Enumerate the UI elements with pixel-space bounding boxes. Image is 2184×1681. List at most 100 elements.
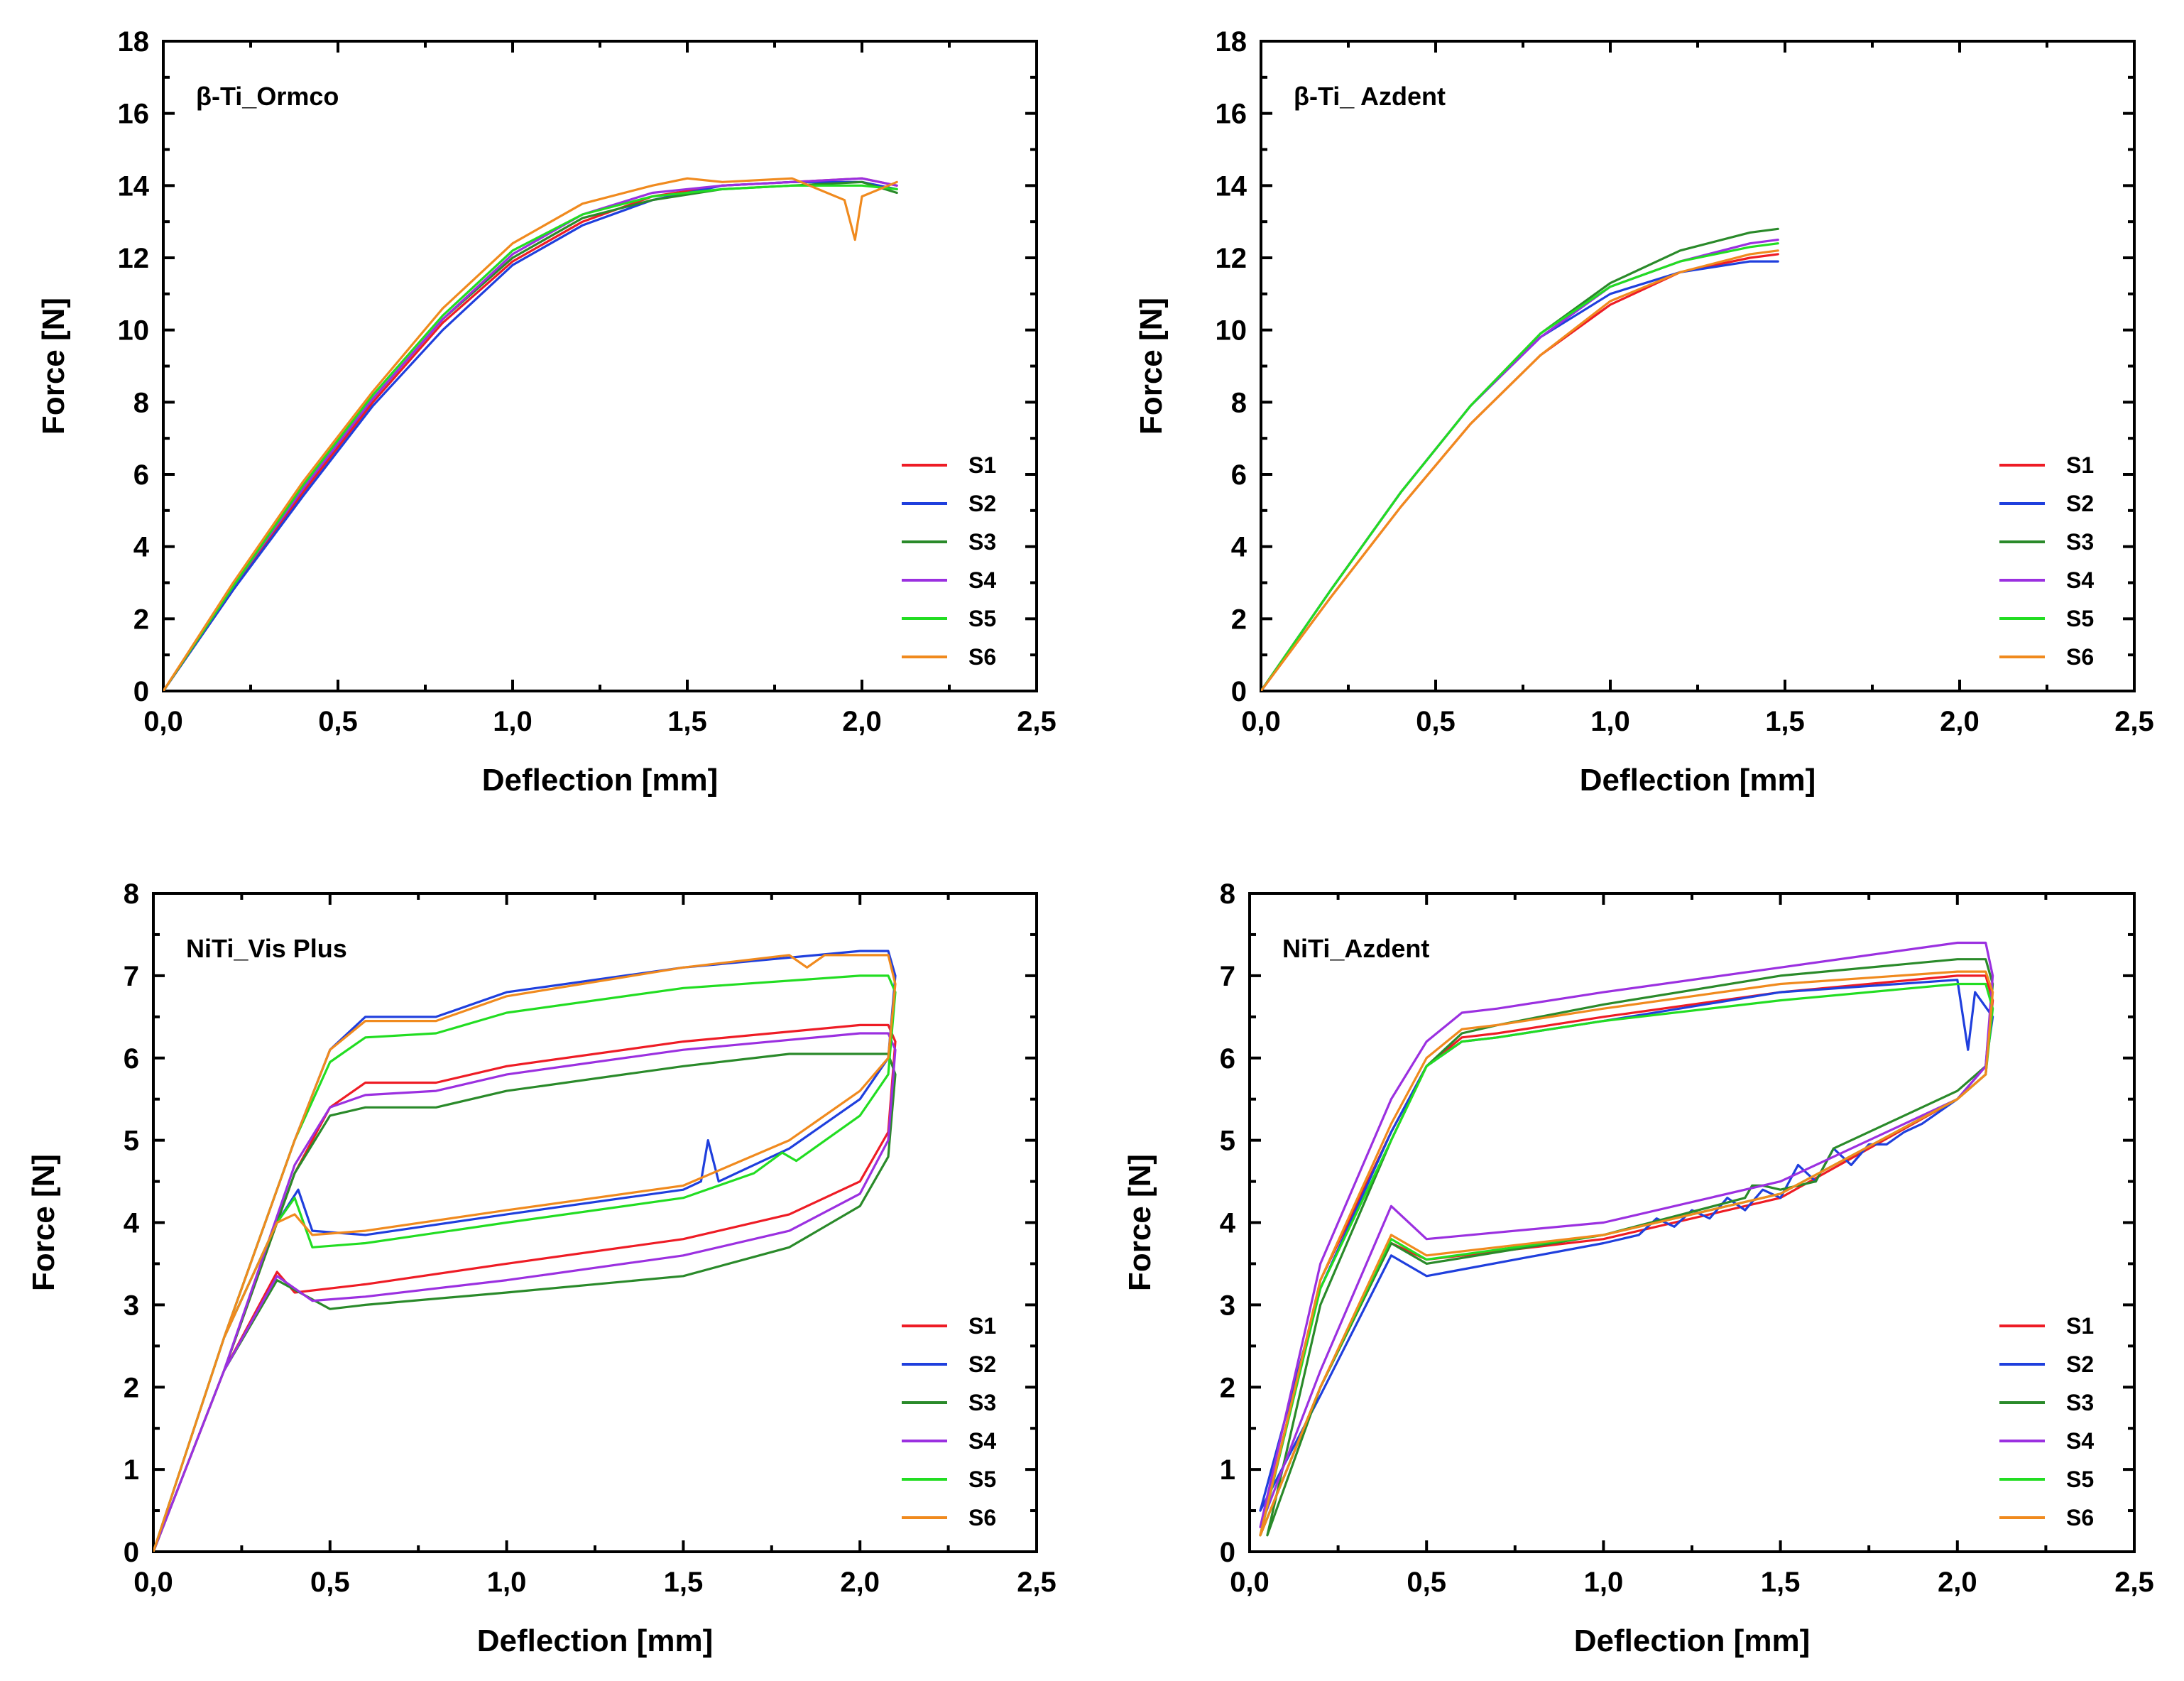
series-line-s4: [163, 177, 898, 691]
y-tick-label: 2: [1231, 604, 1247, 635]
y-tick-label: 16: [118, 99, 150, 130]
series-line-s1: [1261, 253, 1779, 691]
y-tick-label: 12: [118, 243, 150, 274]
legend-label-s4: S4: [968, 1428, 996, 1454]
chart-panel-4: 0,0 0,5 1,0 1,5 2,0 2,5 0 1 2 3 4 5 6 7 8 Deflection [m…: [1123, 878, 2154, 1658]
legend-label-s2: S2: [2066, 491, 2094, 516]
chart-panel-2: 0,0 0,5 1,0 1,5 2,0 2,5 0 2 4 6 8 10 12 14 16 18 Deflect…: [1134, 26, 2154, 798]
y-axis-title: Force [N]: [26, 1154, 61, 1291]
series-line-s5: [1261, 242, 1779, 691]
legend-label-s4: S4: [2066, 567, 2094, 593]
legend-label-s5: S5: [968, 1467, 996, 1492]
series-line-s2: [1261, 260, 1779, 691]
y-tick-label: 0: [1231, 676, 1247, 707]
x-tick-label: 1,5: [1761, 1567, 1801, 1598]
x-tick-label: 0,0: [133, 1567, 173, 1598]
x-tick-label: 2,0: [842, 706, 882, 737]
y-axis-title: Force [N]: [1134, 298, 1169, 435]
legend-label-s1: S1: [2066, 452, 2094, 478]
legend-label-s5: S5: [968, 606, 996, 631]
legend-label-s6: S6: [968, 644, 996, 670]
panel-title: NiTi_Vis Plus: [186, 934, 347, 963]
series-line-s1: [153, 1023, 897, 1552]
x-tick-label: 1,5: [664, 1567, 704, 1598]
x-tick-label: 2,5: [2114, 1567, 2154, 1598]
chart-panel-3: 0,0 0,5 1,0 1,5 2,0 2,5 0 1 2 3 4 5 6 7 8 Deflection [m…: [26, 878, 1056, 1658]
y-tick-label: 1: [1220, 1454, 1235, 1486]
y-tick-label: 1: [124, 1454, 139, 1486]
y-tick-label: 16: [1216, 99, 1247, 130]
x-tick-label: 2,5: [1017, 706, 1056, 737]
x-tick-label: 1,5: [1765, 706, 1805, 737]
y-tick-label: 4: [1220, 1208, 1236, 1239]
series-line-s3: [153, 1052, 897, 1552]
x-tick-label: 1,0: [493, 706, 533, 737]
series-line-s2: [153, 950, 897, 1552]
legend-label-s1: S1: [2066, 1313, 2094, 1339]
series-line-s5: [153, 974, 897, 1552]
x-tick-label: 0,0: [1230, 1567, 1270, 1598]
x-tick-label: 1,0: [487, 1567, 527, 1598]
y-tick-label: 8: [133, 387, 149, 418]
y-axis-title: Force [N]: [36, 298, 71, 435]
y-tick-label: 10: [1216, 315, 1247, 347]
y-tick-label: 6: [1220, 1043, 1235, 1075]
legend-label-s2: S2: [2066, 1351, 2094, 1377]
legend-label-s1: S1: [968, 1313, 996, 1339]
series-group: [1259, 941, 1994, 1537]
legend-label-s3: S3: [968, 1390, 996, 1415]
legend-label-s1: S1: [968, 452, 996, 478]
y-tick-label: 8: [1220, 878, 1235, 910]
x-tick-label: 2,5: [1017, 1567, 1056, 1598]
y-tick-label: 5: [124, 1126, 139, 1157]
series-group: [153, 950, 897, 1552]
series-line-s3: [1266, 958, 1994, 1537]
series-line-s2: [163, 180, 898, 691]
panel-title: NiTi_Azdent: [1282, 934, 1429, 963]
series-line-s5: [163, 184, 898, 691]
plot-frame: [152, 892, 1038, 1553]
series-line-s6: [163, 177, 898, 691]
x-tick-label: 2,0: [1938, 1567, 1977, 1598]
series-line-s3: [163, 180, 898, 691]
y-tick-label: 0: [124, 1537, 139, 1568]
x-tick-label: 1,0: [1584, 1567, 1624, 1598]
x-tick-label: 0,5: [1407, 1567, 1446, 1598]
legend-label-s6: S6: [2066, 1505, 2094, 1530]
series-line-s6: [1261, 249, 1779, 691]
panel-title: β-Ti_ Azdent: [1294, 82, 1446, 111]
chart-panel-1: 0,0 0,5 1,0 1,5 2,0 2,5 0 2 4 6 8 10 12 14 16 18 Deflect…: [36, 26, 1056, 798]
y-tick-label: 8: [1231, 387, 1247, 418]
y-tick-label: 2: [124, 1372, 139, 1403]
series-group: [1261, 227, 1779, 691]
x-tick-label: 2,0: [840, 1567, 880, 1598]
y-tick-label: 7: [124, 961, 139, 992]
y-tick-label: 4: [124, 1208, 140, 1239]
x-axis-title: Deflection [mm]: [477, 1623, 713, 1658]
legend-label-s3: S3: [2066, 1390, 2094, 1415]
y-tick-label: 3: [124, 1290, 139, 1321]
y-tick-label: 2: [1220, 1372, 1235, 1403]
legend-label-s5: S5: [2066, 606, 2094, 631]
legend: S1 S2 S3 S4 S5 S6: [902, 1313, 996, 1530]
y-tick-label: 14: [1216, 170, 1247, 202]
y-tick-label: 7: [1220, 961, 1235, 992]
series-line-s4: [1261, 239, 1779, 691]
x-tick-label: 0,5: [318, 706, 358, 737]
x-tick-label: 2,0: [1940, 706, 1980, 737]
legend-label-s3: S3: [968, 529, 996, 555]
x-axis-title: Deflection [mm]: [1574, 1623, 1810, 1658]
series-line-s2: [1259, 979, 1994, 1512]
legend-label-s3: S3: [2066, 529, 2094, 555]
plot-frame: [1248, 892, 2136, 1553]
legend-label-s4: S4: [968, 567, 996, 593]
y-tick-label: 3: [1220, 1290, 1235, 1321]
y-tick-label: 0: [133, 676, 149, 707]
x-tick-label: 0,0: [143, 706, 183, 737]
plot-frame: [162, 40, 1038, 692]
panel-title: β-Ti_Ormco: [196, 82, 339, 111]
y-axis-title: Force [N]: [1123, 1154, 1157, 1291]
series-line-s4: [1259, 941, 1994, 1528]
series-line-s5: [1259, 982, 1994, 1537]
